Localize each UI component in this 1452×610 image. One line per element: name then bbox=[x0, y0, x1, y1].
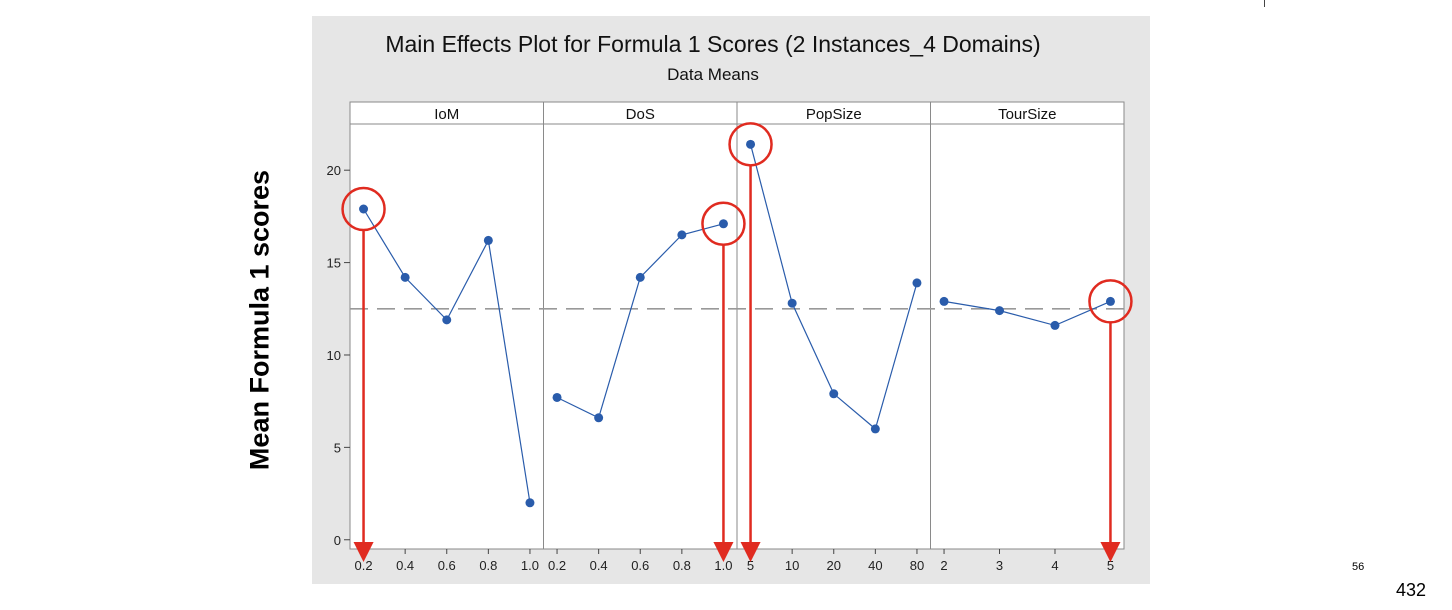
series bbox=[359, 139, 1115, 508]
series-line bbox=[943, 300, 1111, 327]
panel-header: IoM bbox=[434, 106, 459, 123]
x-tick-label: 80 bbox=[910, 558, 924, 573]
highlight-annotations bbox=[341, 122, 1133, 562]
panel-frame bbox=[349, 101, 544, 550]
panel-frame bbox=[543, 101, 738, 550]
data-point bbox=[677, 230, 687, 240]
panel-frame bbox=[736, 101, 931, 550]
page-number: 432 bbox=[1396, 580, 1427, 600]
x-tick-label: 0.2 bbox=[548, 558, 566, 573]
data-point bbox=[635, 272, 645, 282]
x-tick-label: 5 bbox=[747, 558, 754, 573]
data-point bbox=[359, 204, 369, 214]
data-point bbox=[912, 278, 922, 288]
data-point bbox=[552, 392, 562, 402]
data-point bbox=[870, 424, 880, 434]
data-point bbox=[400, 272, 410, 282]
y-tick-label: 0 bbox=[334, 533, 341, 548]
x-tick-label: 0.6 bbox=[631, 558, 649, 573]
y-tick-label: 20 bbox=[327, 163, 341, 178]
y-axis-label: Mean Formula 1 scores bbox=[244, 169, 275, 471]
data-point bbox=[1050, 320, 1060, 330]
data-point bbox=[1105, 296, 1115, 306]
data-point bbox=[939, 296, 949, 306]
y-tick-label: 15 bbox=[327, 256, 341, 271]
panel-header: PopSize bbox=[806, 106, 862, 123]
x-tick-label: 0.4 bbox=[396, 558, 414, 573]
data-point bbox=[746, 139, 756, 149]
x-tick-label: 3 bbox=[996, 558, 1003, 573]
data-point bbox=[829, 389, 839, 399]
x-tick-label: 0.4 bbox=[590, 558, 608, 573]
x-tick-label: 40 bbox=[868, 558, 882, 573]
y-axis: 0 5 10 15 20 bbox=[327, 163, 350, 548]
chart-title: Main Effects Plot for Formula 1 Scores (… bbox=[385, 31, 1040, 57]
x-tick-label: 0.6 bbox=[438, 558, 456, 573]
x-tick-label: 1.0 bbox=[521, 558, 539, 573]
x-tick-label: 5 bbox=[1107, 558, 1114, 573]
x-tick-label: 4 bbox=[1051, 558, 1058, 573]
panel-header: TourSize bbox=[998, 106, 1056, 123]
data-point bbox=[995, 306, 1005, 316]
x-tick-label: 0.8 bbox=[479, 558, 497, 573]
x-tick-label: 0.2 bbox=[355, 558, 373, 573]
x-tick-label: 1.0 bbox=[714, 558, 732, 573]
x-tick-label: 20 bbox=[827, 558, 841, 573]
data-point bbox=[525, 498, 535, 508]
data-point bbox=[594, 413, 604, 423]
data-point bbox=[483, 235, 493, 245]
data-point bbox=[787, 298, 797, 308]
x-tick-label: 0.8 bbox=[673, 558, 691, 573]
data-point bbox=[442, 315, 452, 325]
x-tick-label: 2 bbox=[940, 558, 947, 573]
x-tick-label: 10 bbox=[785, 558, 799, 573]
corner-mark bbox=[1264, 0, 1265, 7]
data-point bbox=[718, 219, 728, 229]
panel-header: DoS bbox=[626, 106, 655, 123]
page-number-small: 56 bbox=[1352, 561, 1365, 573]
y-tick-label: 10 bbox=[327, 348, 341, 363]
panel-frame bbox=[930, 101, 1125, 550]
chart-subtitle: Data Means bbox=[667, 65, 759, 84]
y-tick-label: 5 bbox=[334, 440, 341, 455]
panels: IoM 0.2 0.4 0.6 0.8 1.0 DoS 0.2 0.4 0.6 0.8 1.0 PopS… bbox=[349, 101, 1125, 573]
